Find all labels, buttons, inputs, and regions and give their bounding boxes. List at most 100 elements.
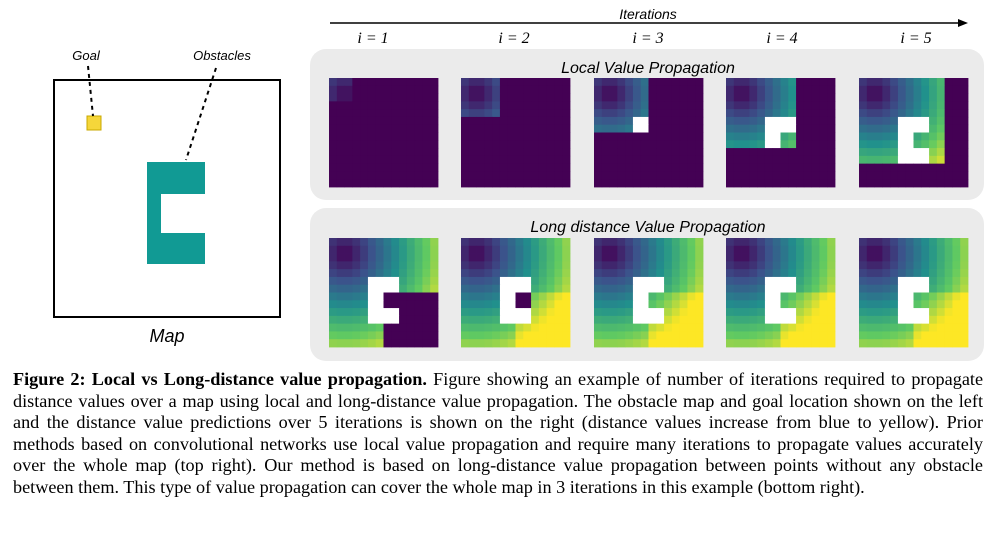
heatmap-cell [391,245,400,254]
heatmap-cell [648,93,657,102]
heatmap-cell [796,163,805,172]
heatmap-cell [640,109,649,118]
heatmap-cell [523,163,532,172]
heatmap-cell [764,163,774,172]
heatmap-cell [695,140,704,149]
heatmap-cell [531,148,540,157]
iteration-step-4: i = 4 [766,30,797,47]
heatmap-cell [625,315,634,325]
heatmap-cell [515,124,524,133]
heatmap-cell [546,292,555,301]
heatmap-cell [336,116,345,126]
heatmap-cell [866,323,875,332]
heatmap-cell [936,140,946,149]
heatmap-cell [367,245,377,254]
heatmap-cell [679,101,688,110]
heatmap-cell [430,116,439,126]
heatmap-cell [811,292,820,301]
heatmap-cell [640,93,649,102]
heatmap-cell [679,253,688,262]
heatmap-cell [562,238,571,247]
heatmap-cell [546,140,555,149]
heatmap-cell [796,292,805,301]
heatmap-cell [944,78,953,87]
heatmap-cell [562,253,571,262]
heatmap-cell [764,148,774,157]
heatmap-cell [523,155,532,165]
heatmap-cell [648,179,657,188]
obstacle-cell [640,116,649,126]
heatmap-cell [803,163,813,172]
heatmap-cell [764,171,774,180]
heatmap-cell [796,179,805,188]
heatmap-cell [336,315,345,325]
heatmap-cell [952,155,961,165]
heatmap-cell [929,85,938,94]
heatmap-cell [594,171,603,180]
heatmap-cell [468,148,477,157]
heatmap-cell [461,171,470,180]
heatmap-cell [625,140,634,149]
heatmap-cell [594,323,603,332]
heatmap-cell [375,331,384,340]
heatmap-cell [936,155,946,165]
heatmap-cell [594,339,603,348]
heatmap-cell [733,339,742,348]
heatmap-cell [726,276,735,286]
heatmap-cell [687,315,696,325]
heatmap-cell [414,116,423,126]
heatmap-cell [515,253,524,262]
heatmap-cell [741,300,750,309]
heatmap-cell [764,331,774,340]
heatmap-cell [803,238,813,247]
obstacle-cell [772,315,781,325]
heatmap-cell [960,300,969,309]
heatmap-cell [609,269,618,278]
heatmap-cell [733,101,742,110]
heatmap-cell [960,155,969,165]
heatmap-cell [859,292,868,301]
heatmap-cell [476,261,485,270]
heatmap-cell [507,323,516,332]
heatmap-cell [648,331,657,340]
heatmap-cell [827,116,836,126]
heatmap-cell [391,148,400,157]
heatmap-cell [664,78,673,87]
heatmap-cell [375,109,384,118]
obstacle-cell [375,276,384,286]
heatmap-cell [414,245,423,254]
heatmap-cell [484,179,493,188]
heatmap-cell [344,140,353,149]
heatmap-cell [944,140,953,149]
heatmap-cell [461,315,470,325]
heatmap-cell [679,116,688,126]
heatmap-cell [726,245,735,254]
heatmap-cell [827,163,836,172]
heatmap-cell [625,132,634,141]
heatmap-cell [399,238,408,247]
heatmap-cell [648,238,657,247]
heatmap-cell [764,93,774,102]
heatmap-cell [944,245,953,254]
heatmap-cell [625,78,634,87]
obstacle-cell [507,315,516,325]
obstacle-cell [640,124,649,133]
heatmap-cell [687,109,696,118]
heatmap-cell [749,171,758,180]
heatmap-cell [952,85,961,94]
obstacle-cell [375,292,384,301]
heatmap-cell [329,148,338,157]
heatmap-cell [329,315,338,325]
heatmap-cell [422,292,431,301]
heatmap-cell [671,140,681,149]
heatmap-cell [905,85,914,94]
heatmap-cell [430,276,439,286]
heatmap-cell [780,109,789,118]
obstacle-cell [764,132,774,141]
heatmap-cell [554,85,563,94]
heatmap-cell [375,245,384,254]
heatmap-cell [882,284,891,293]
heatmap-cell [679,179,688,188]
heatmap-cell [757,179,766,188]
heatmap-cell [733,323,742,332]
